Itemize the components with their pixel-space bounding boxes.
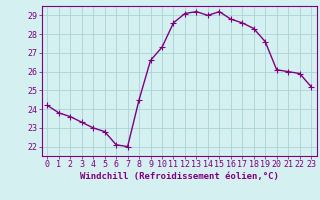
X-axis label: Windchill (Refroidissement éolien,°C): Windchill (Refroidissement éolien,°C) (80, 172, 279, 181)
